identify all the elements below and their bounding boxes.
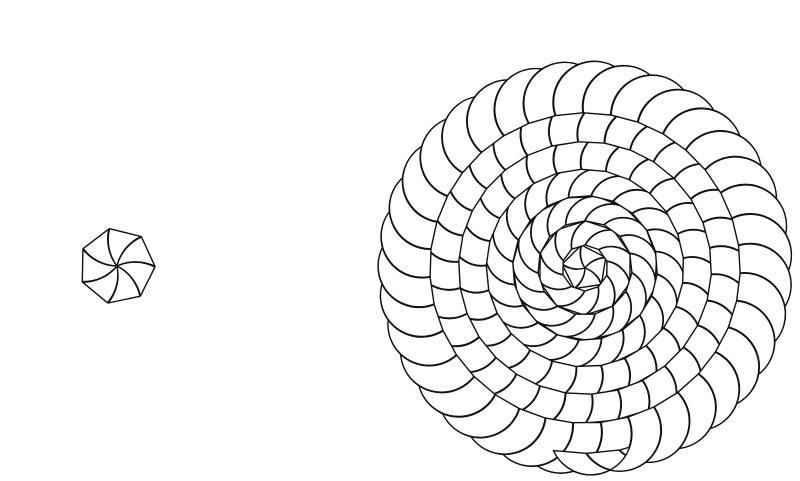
highlighted-petal-tile [584, 257, 607, 285]
large-spiral-tiling [377, 60, 793, 476]
petal-tile [116, 261, 156, 297]
small-spiral-flower [81, 228, 156, 304]
petal-tile [552, 406, 662, 476]
